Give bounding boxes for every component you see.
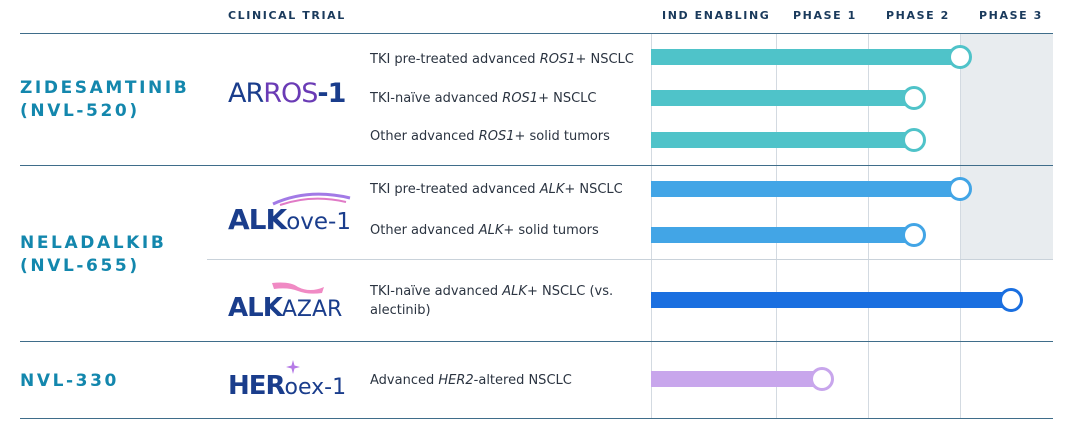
indication-text: alectinib) bbox=[370, 303, 431, 318]
phase-gridline-2 bbox=[868, 34, 869, 418]
alkazar-flag-icon bbox=[272, 282, 324, 294]
drug-neladalkib: NELADALKIB (NVL-655) bbox=[20, 232, 166, 278]
indication-text: -altered NSCLC bbox=[473, 373, 572, 388]
pipeline-bar-end-marker-4 bbox=[902, 223, 926, 247]
phase-header-phase-1: PHASE 1 bbox=[793, 9, 857, 22]
indication-text: solid tumors bbox=[525, 129, 610, 144]
pipeline-bar-5 bbox=[651, 292, 1011, 308]
indication-marker: ALK+ bbox=[502, 284, 538, 299]
logo-text-main: HER bbox=[228, 371, 286, 401]
drug-name: ZIDESAMTINIB bbox=[20, 78, 190, 98]
indication-text: Advanced bbox=[370, 373, 439, 388]
indication-text: TKI pre-treated advanced bbox=[370, 182, 540, 197]
alkove-1-logo: ALKove-1 bbox=[228, 203, 351, 236]
pipeline-bar-end-marker-6 bbox=[810, 367, 834, 391]
pipeline-bar-end-marker-2 bbox=[902, 128, 926, 152]
indication-text: NSCLC bbox=[548, 91, 597, 106]
indication-3: TKI pre-treated advanced ALK+ NSCLC bbox=[370, 180, 623, 199]
pipeline-bar-1 bbox=[651, 90, 914, 106]
indication-marker: ALK+ bbox=[478, 223, 515, 238]
phase-header-ind-enabling: IND ENABLING bbox=[662, 9, 771, 22]
phase-gridline-3 bbox=[960, 34, 961, 418]
indication-marker: ROS1+ bbox=[502, 91, 549, 106]
phase-header-phase-3: PHASE 3 bbox=[979, 9, 1043, 22]
drug-code: (NVL-655) bbox=[20, 256, 140, 276]
indication-text: TKI-naïve advanced bbox=[370, 284, 503, 299]
alkove-swoosh-icon bbox=[272, 192, 351, 206]
indication-text: NSCLC (vs. bbox=[537, 284, 614, 299]
indication-1: TKI-naïve advanced ROS1+ NSCLC bbox=[370, 89, 596, 108]
drug-name: NELADALKIB bbox=[20, 233, 167, 253]
pipeline-bar-end-marker-5 bbox=[998, 288, 1023, 312]
indication-text: NSCLC bbox=[575, 182, 623, 197]
logo-text-suffix: -1 bbox=[317, 78, 346, 109]
pipeline-bar-4 bbox=[651, 227, 914, 243]
phase-gridline-1 bbox=[776, 34, 777, 418]
indication-marker: ROS1+ bbox=[478, 129, 526, 144]
drug-zidesamtinib: ZIDESAMTINIB (NVL-520) bbox=[20, 77, 189, 123]
pipeline-bar-2 bbox=[651, 132, 914, 148]
indication-text: solid tumors bbox=[514, 223, 599, 238]
indication-marker: ROS1+ bbox=[539, 52, 587, 67]
drug-nvl-330: NVL-330 bbox=[20, 370, 119, 393]
heroex-1-logo: HERoex-1 bbox=[228, 371, 346, 401]
phase-gridline-0 bbox=[651, 34, 652, 418]
indication-text: Other advanced bbox=[370, 223, 479, 238]
heroex-sparkle-icon bbox=[286, 360, 300, 374]
logo-text-main: ALK bbox=[228, 203, 287, 236]
indication-4: Other advanced ALK+ solid tumors bbox=[370, 221, 599, 240]
logo-text-mid: ROS bbox=[263, 78, 318, 109]
indication-text: Other advanced bbox=[370, 129, 479, 144]
pipeline-bar-6 bbox=[651, 371, 822, 387]
section-divider-2 bbox=[20, 341, 1053, 342]
indication-text: TKI pre-treated advanced bbox=[370, 52, 540, 67]
logo-text-rest: ove-1 bbox=[286, 209, 351, 235]
bottom-divider bbox=[20, 418, 1053, 419]
logo-text-main: ALK bbox=[228, 293, 283, 323]
indication-2: Other advanced ROS1+ solid tumors bbox=[370, 127, 610, 146]
indication-0: TKI pre-treated advanced ROS1+ NSCLC bbox=[370, 50, 634, 69]
indication-text: TKI-naïve advanced bbox=[370, 91, 503, 106]
pipeline-bar-end-marker-0 bbox=[948, 45, 972, 69]
pipeline-bar-3 bbox=[651, 181, 960, 197]
trial-divider bbox=[207, 259, 1053, 260]
indication-text: NSCLC bbox=[586, 52, 634, 67]
pipeline-bar-0 bbox=[651, 49, 960, 65]
alkazar-logo: ALKAZAR bbox=[228, 293, 342, 323]
drug-name: NVL-330 bbox=[20, 371, 119, 391]
logo-text-rest: AZAR bbox=[281, 297, 343, 322]
phase-header-phase-2: PHASE 2 bbox=[886, 9, 950, 22]
indication-6: Advanced HER2-altered NSCLC bbox=[370, 371, 572, 390]
drug-code: (NVL-520) bbox=[20, 101, 140, 121]
arros-1-logo: ARROS-1 bbox=[228, 78, 346, 109]
clinical-trial-header: CLINICAL TRIAL bbox=[228, 9, 346, 22]
indication-marker: HER2 bbox=[438, 373, 474, 388]
pipeline-bar-end-marker-1 bbox=[902, 86, 926, 110]
indication-5: TKI-naïve advanced ALK+ NSCLC (vs. alecti… bbox=[370, 282, 613, 320]
section-divider-1 bbox=[20, 165, 1053, 166]
header-divider bbox=[20, 33, 1053, 34]
pipeline-bar-end-marker-3 bbox=[948, 177, 972, 201]
logo-text-rest: oex-1 bbox=[284, 375, 347, 400]
logo-text-prefix: AR bbox=[228, 78, 264, 109]
indication-marker: ALK+ bbox=[539, 182, 576, 197]
phase-3-shaded-region bbox=[961, 34, 1053, 260]
